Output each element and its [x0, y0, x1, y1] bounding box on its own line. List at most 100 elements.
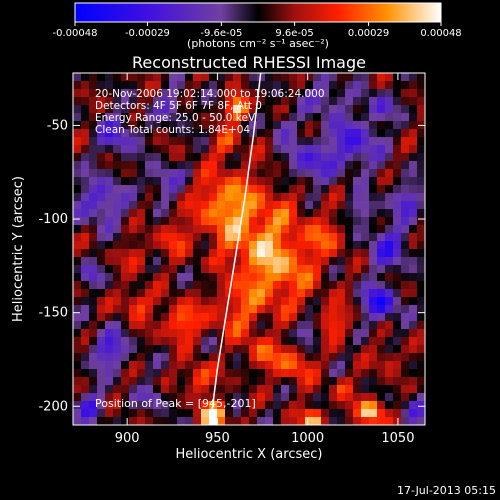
- colorbar-tick-label: -0.00029: [125, 28, 170, 39]
- heatmap-cell: [233, 313, 242, 322]
- heatmap-cell: [153, 313, 162, 322]
- heatmap-cell: [185, 321, 194, 330]
- heatmap-cell: [129, 321, 138, 330]
- heatmap-cell: [97, 409, 106, 418]
- heatmap-cell: [113, 297, 122, 306]
- heatmap-cell: [265, 329, 274, 338]
- heatmap-cell: [257, 145, 266, 154]
- heatmap-cell: [225, 241, 234, 250]
- heatmap-cell: [129, 73, 138, 82]
- heatmap-cell: [305, 409, 314, 418]
- heatmap-cell: [201, 137, 210, 146]
- heatmap-cell: [369, 393, 378, 402]
- heatmap-cell: [177, 113, 186, 122]
- heatmap-cell: [353, 177, 362, 186]
- heatmap-cell: [113, 225, 122, 234]
- heatmap-cell: [321, 329, 330, 338]
- heatmap-cell: [177, 145, 186, 154]
- heatmap-cell: [241, 249, 250, 258]
- heatmap-cell: [337, 257, 346, 266]
- heatmap-cell: [385, 337, 394, 346]
- heatmap-cell: [393, 361, 402, 370]
- heatmap-cell: [369, 305, 378, 314]
- heatmap-cell: [185, 249, 194, 258]
- heatmap-cell: [209, 249, 218, 258]
- heatmap-cell: [377, 369, 386, 378]
- heatmap-cell: [273, 209, 282, 218]
- heatmap-cell: [377, 305, 386, 314]
- heatmap-cell: [81, 281, 90, 290]
- heatmap-cell: [249, 209, 258, 218]
- heatmap-cell: [305, 361, 314, 370]
- heatmap-cell: [121, 193, 130, 202]
- heatmap-cell: [145, 313, 154, 322]
- heatmap-cell: [329, 281, 338, 290]
- heatmap-cell: [185, 209, 194, 218]
- heatmap-cell: [321, 401, 330, 410]
- heatmap-cell: [161, 225, 170, 234]
- heatmap-cell: [225, 329, 234, 338]
- heatmap-cell: [129, 105, 138, 114]
- heatmap-cell: [153, 345, 162, 354]
- heatmap-cell: [321, 417, 330, 425]
- heatmap-cell: [217, 377, 226, 386]
- heatmap-cell: [265, 233, 274, 242]
- heatmap-cell: [257, 137, 266, 146]
- heatmap-cell: [89, 257, 98, 266]
- heatmap-cell: [153, 217, 162, 226]
- heatmap-cell: [337, 385, 346, 394]
- heatmap-cell: [273, 353, 282, 362]
- heatmap-cell: [129, 369, 138, 378]
- heatmap-cell: [281, 337, 290, 346]
- heatmap-cell: [129, 81, 138, 90]
- heatmap-cell: [393, 417, 402, 425]
- heatmap-cell: [241, 217, 250, 226]
- heatmap-cell: [217, 201, 226, 210]
- y-axis-ticks: -50-100-150-200: [38, 118, 425, 414]
- heatmap-cell: [377, 281, 386, 290]
- heatmap-cell: [113, 353, 122, 362]
- heatmap-cell: [329, 113, 338, 122]
- heatmap-cell: [345, 113, 354, 122]
- heatmap-cell: [297, 313, 306, 322]
- heatmap-cell: [409, 81, 418, 90]
- heatmap-cell: [369, 281, 378, 290]
- heatmap-cell: [409, 297, 418, 306]
- heatmap-cell: [217, 289, 226, 298]
- heatmap-cell: [313, 161, 322, 170]
- heatmap-cell: [321, 353, 330, 362]
- heatmap-cell: [361, 185, 370, 194]
- heatmap-cell: [289, 417, 298, 425]
- heatmap-cell: [265, 145, 274, 154]
- heatmap-cell: [97, 73, 106, 82]
- heatmap-cell: [289, 161, 298, 170]
- heatmap-cell: [145, 153, 154, 162]
- heatmap-cell: [337, 153, 346, 162]
- heatmap-cell: [89, 337, 98, 346]
- heatmap-cell: [409, 281, 418, 290]
- heatmap-cell: [281, 257, 290, 266]
- heatmap-cell: [369, 401, 378, 410]
- heatmap-cell: [385, 377, 394, 386]
- heatmap-cell: [217, 273, 226, 282]
- heatmap-cell: [81, 81, 90, 90]
- heatmap-cell: [257, 97, 266, 106]
- heatmap-cell: [169, 297, 178, 306]
- heatmap-cell: [377, 217, 386, 226]
- heatmap-cell: [369, 377, 378, 386]
- heatmap-cell: [321, 241, 330, 250]
- heatmap-cell: [193, 369, 202, 378]
- heatmap-cell: [305, 249, 314, 258]
- heatmap-cell: [417, 297, 425, 306]
- heatmap-cell: [217, 297, 226, 306]
- heatmap-cell: [153, 185, 162, 194]
- heatmap-cell: [385, 305, 394, 314]
- heatmap-cell: [169, 273, 178, 282]
- heatmap-cell: [209, 329, 218, 338]
- heatmap-cell: [377, 225, 386, 234]
- heatmap-cell: [113, 281, 122, 290]
- heatmap-cell: [249, 345, 258, 354]
- heatmap-cell: [169, 353, 178, 362]
- heatmap-cell: [97, 401, 106, 410]
- heatmap-cell: [401, 321, 410, 330]
